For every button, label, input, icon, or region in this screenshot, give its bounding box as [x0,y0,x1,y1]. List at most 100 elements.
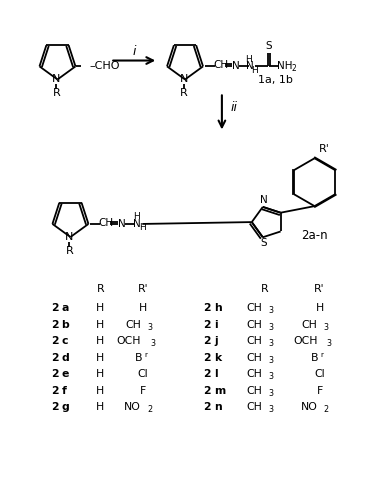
Text: 2: 2 [147,405,152,414]
Text: N: N [232,62,240,72]
Text: i: i [132,45,136,58]
Text: 3: 3 [269,339,274,348]
Text: 3: 3 [324,323,329,332]
Text: H: H [96,369,104,379]
Text: 2: 2 [51,386,58,396]
Text: N: N [133,219,141,229]
Text: CH: CH [302,320,318,330]
Text: NO: NO [124,402,141,412]
Text: H: H [252,66,258,75]
Text: N: N [246,62,254,72]
Text: CH: CH [247,336,263,346]
Text: 2: 2 [51,369,58,379]
Text: g: g [61,402,69,412]
Text: R': R' [314,284,325,294]
Text: 2: 2 [203,336,211,346]
Text: h: h [214,304,222,314]
Text: 3: 3 [269,306,274,316]
Text: H: H [96,402,104,412]
Text: CH: CH [99,218,114,228]
Text: OCH: OCH [293,336,318,346]
Text: R: R [53,88,60,99]
Text: CH: CH [247,320,263,330]
Text: H: H [96,320,104,330]
Text: CH: CH [247,386,263,396]
Text: 2: 2 [324,405,329,414]
Text: CH: CH [247,352,263,362]
Text: N: N [180,74,188,85]
Text: N: N [260,195,268,205]
Text: 2: 2 [51,336,58,346]
Text: 2: 2 [291,64,296,73]
Text: l: l [214,369,218,379]
Text: k: k [214,352,221,362]
Text: OCH: OCH [117,336,141,346]
Text: b: b [61,320,69,330]
Text: R: R [261,284,268,294]
Text: 3: 3 [269,388,274,398]
Text: r: r [144,352,147,358]
Text: 2: 2 [203,386,211,396]
Text: R': R' [138,284,149,294]
Text: j: j [214,336,218,346]
Text: m: m [214,386,225,396]
Text: 2: 2 [203,352,211,362]
Text: H: H [139,224,146,232]
Text: H: H [96,352,104,362]
Text: S: S [265,42,272,51]
Text: S: S [260,238,267,248]
Text: 2: 2 [203,402,211,412]
Text: H: H [315,304,324,314]
Text: r: r [321,352,324,358]
Text: c: c [61,336,68,346]
Text: 2: 2 [51,304,58,314]
Text: 3: 3 [269,372,274,381]
Text: R: R [66,246,73,256]
Text: H: H [96,304,104,314]
Text: ii: ii [230,101,237,114]
Text: R: R [96,284,104,294]
Text: F: F [140,386,146,396]
Text: R: R [180,88,188,99]
Text: H: H [96,386,104,396]
Text: CH: CH [247,402,263,412]
Text: CH: CH [214,60,228,70]
Text: H: H [139,304,147,314]
Text: 2: 2 [51,402,58,412]
Text: 2: 2 [203,369,211,379]
Text: 1a, 1b: 1a, 1b [258,76,293,86]
Text: H: H [245,55,252,64]
Text: N: N [52,74,61,85]
Text: n: n [214,402,222,412]
Text: 2: 2 [51,352,58,362]
Text: 3: 3 [269,405,274,414]
Text: CH: CH [247,304,263,314]
Text: 3: 3 [326,339,331,348]
Text: a: a [61,304,69,314]
Text: NO: NO [301,402,318,412]
Text: 2: 2 [203,304,211,314]
Text: N: N [118,219,126,229]
Text: i: i [214,320,218,330]
Text: 2: 2 [203,320,211,330]
Text: e: e [61,369,69,379]
Text: 2: 2 [51,320,58,330]
Text: f: f [61,386,66,396]
Text: NH: NH [277,62,293,72]
Text: H: H [96,336,104,346]
Text: B: B [311,352,319,362]
Text: 3: 3 [269,356,274,364]
Text: 3: 3 [269,323,274,332]
Text: 3: 3 [147,323,152,332]
Text: N: N [65,232,74,242]
Text: d: d [61,352,69,362]
Text: H: H [133,212,140,222]
Text: R': R' [319,144,329,154]
Text: 3: 3 [150,339,155,348]
Text: Cl: Cl [138,369,149,379]
Text: Cl: Cl [314,369,325,379]
Text: CH: CH [247,369,263,379]
Text: F: F [316,386,323,396]
Text: –CHO: –CHO [89,62,120,72]
Text: 2a-n: 2a-n [301,229,327,242]
